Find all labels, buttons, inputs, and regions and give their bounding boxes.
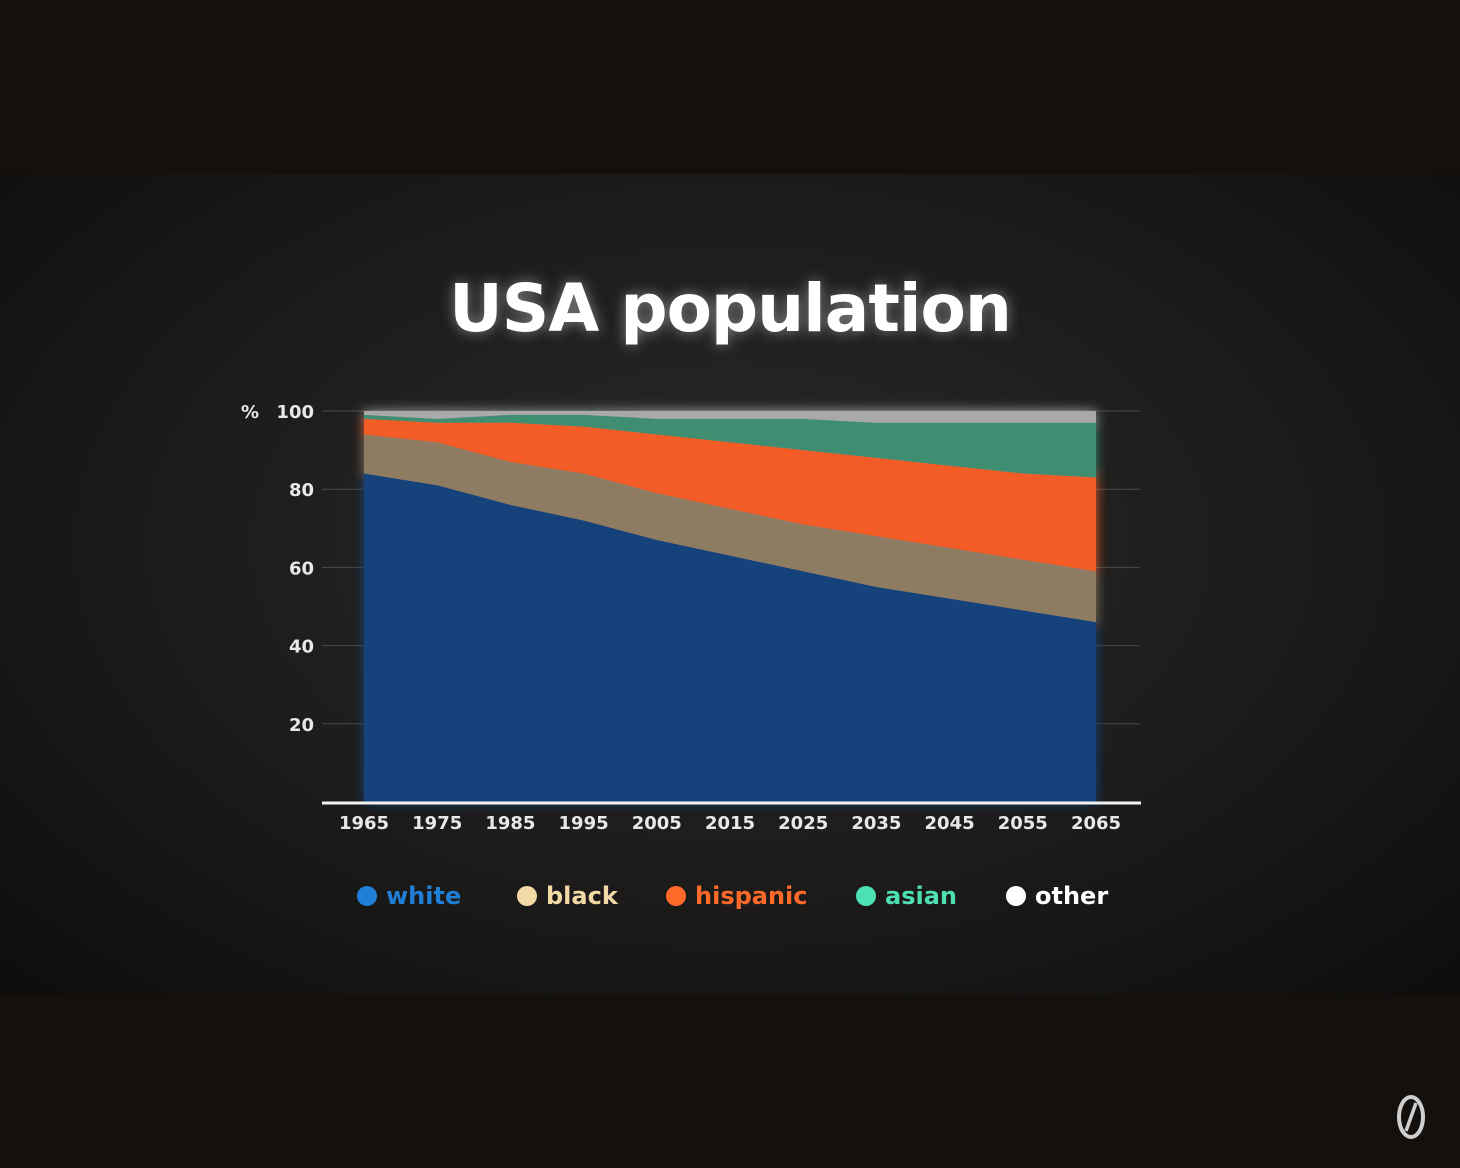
legend-label: hispanic [695, 882, 808, 910]
y-tick-label: 60 [289, 558, 314, 579]
x-tick-label: 2055 [998, 813, 1048, 834]
y-tick-label: 80 [289, 480, 314, 501]
area-chart: 20 40 60 80 100% 1965 1975 1985 1995 2005 2015 2025… [0, 174, 1460, 995]
x-tick-label: 2015 [705, 813, 755, 834]
video-frame: USA population 20 40 60 80 100% 1965 1975 1985 1… [0, 174, 1460, 995]
x-tick-label: 2005 [632, 813, 682, 834]
x-tick-label: 2025 [778, 813, 828, 834]
x-tick-label: 2045 [925, 813, 975, 834]
legend-item-hispanic: hispanic [666, 882, 808, 910]
y-tick-label: 100 [276, 402, 314, 423]
x-tick-label: 1985 [485, 813, 535, 834]
y-axis-unit-label: % [241, 402, 259, 423]
legend-label: other [1035, 882, 1108, 910]
legend-swatch [856, 886, 876, 906]
legend-swatch [517, 886, 537, 906]
x-tick-label: 2035 [851, 813, 901, 834]
x-tick-label: 2065 [1071, 813, 1121, 834]
legend-swatch [666, 886, 686, 906]
y-tick-label: 40 [289, 637, 314, 658]
legend-swatch [1006, 886, 1026, 906]
watermark-logo-icon [1396, 1094, 1426, 1140]
legend-label: black [546, 882, 619, 910]
legend-label: asian [885, 882, 957, 910]
y-tick-label: 20 [289, 715, 314, 736]
x-tick-label: 1975 [412, 813, 462, 834]
legend-swatch [357, 886, 377, 906]
x-tick-label: 1965 [339, 813, 389, 834]
x-tick-label: 1995 [559, 813, 609, 834]
legend-item-other: other [1006, 882, 1108, 910]
legend-item-white: white [357, 882, 461, 910]
legend-item-black: black [517, 882, 619, 910]
legend-label: white [386, 882, 461, 910]
legend-item-asian: asian [856, 882, 957, 910]
